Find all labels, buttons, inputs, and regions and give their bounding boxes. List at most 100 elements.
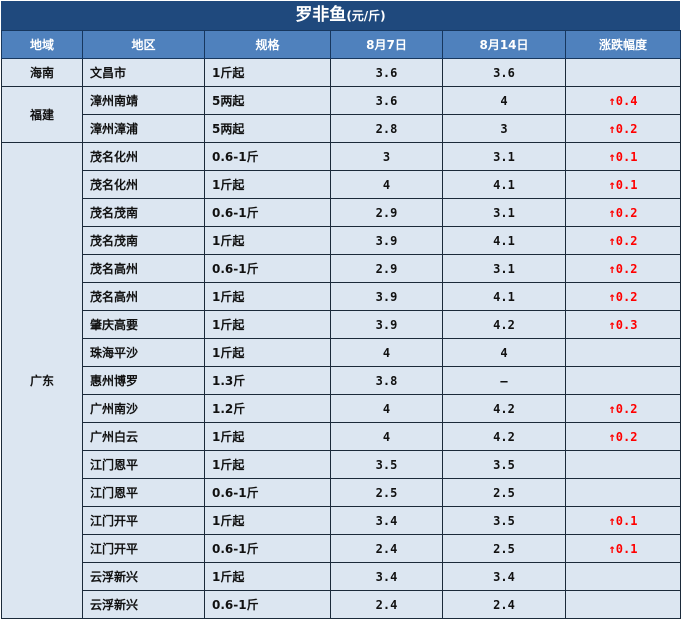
- table-row: 福建 漳州南靖 5两起 3.6 4 ↑0.4: [1, 86, 681, 143]
- spec-cell: 1斤起: [204, 506, 331, 535]
- region-cell: 海南: [1, 58, 83, 87]
- price-date1-cell: 3.9: [330, 226, 443, 255]
- area-cell: 广州白云: [82, 422, 205, 451]
- price-date1-cell: 4: [330, 394, 443, 423]
- header-date1: 8月7日: [330, 30, 443, 59]
- price-date1-cell: 2.5: [330, 478, 443, 507]
- up-arrow-icon: ↑: [608, 429, 616, 444]
- up-arrow-icon: ↑: [608, 205, 616, 220]
- table-row: 海南 文昌市 1斤起 3.6 3.6: [1, 58, 681, 87]
- price-date1-cell: 2.4: [330, 590, 443, 619]
- up-arrow-icon: ↑: [608, 93, 616, 108]
- price-date1-cell: 3.9: [330, 310, 443, 339]
- price-date1-cell: 4: [330, 338, 443, 367]
- change-cell: ↑0.4: [565, 86, 681, 115]
- price-date2-cell: 3.5: [442, 506, 566, 535]
- price-date2-cell: 4.2: [442, 394, 566, 423]
- price-date2-cell: 3.6: [442, 58, 566, 87]
- spec-cell: 1斤起: [204, 450, 331, 479]
- header-spec: 规格: [204, 30, 331, 59]
- table-row: 肇庆高要 1斤起 3.9 4.2 ↑0.3: [2, 310, 681, 339]
- spec-cell: 1斤起: [204, 338, 331, 367]
- spec-cell: 0.6-1斤: [204, 478, 331, 507]
- change-value: 0.2: [615, 261, 638, 276]
- change-value: 0.2: [615, 289, 638, 304]
- area-cell: 广州南沙: [82, 394, 205, 423]
- change-value: 0.3: [615, 317, 638, 332]
- change-cell: [565, 450, 681, 479]
- spec-cell: 1斤起: [204, 422, 331, 451]
- change-cell: ↑0.2: [565, 394, 681, 423]
- price-date1-cell: 4: [330, 170, 443, 199]
- up-arrow-icon: ↑: [608, 233, 616, 248]
- change-value: 0.4: [615, 93, 638, 108]
- price-date2-cell: —: [442, 366, 566, 395]
- title-unit: (元/斤): [346, 9, 386, 23]
- price-date1-cell: 3.6: [330, 86, 443, 115]
- price-date2-cell: 4.2: [442, 310, 566, 339]
- change-cell: ↑0.2: [565, 114, 681, 143]
- spec-cell: 5两起: [204, 114, 331, 143]
- price-date2-cell: 4: [442, 338, 566, 367]
- change-value: 0.1: [615, 541, 638, 556]
- header-region: 地域: [1, 30, 83, 59]
- change-cell: [565, 366, 681, 395]
- table-row: 茂名高州 1斤起 3.9 4.1 ↑0.2: [2, 282, 681, 311]
- area-cell: 江门恩平: [82, 450, 205, 479]
- price-date1-cell: 2.8: [330, 114, 443, 143]
- table-row: 茂名高州 0.6-1斤 2.9 3.1 ↑0.2: [2, 254, 681, 283]
- change-cell: ↑0.2: [565, 198, 681, 227]
- price-date1-cell: 3.6: [330, 58, 443, 87]
- change-cell: [565, 338, 681, 367]
- table-row: 漳州漳浦 5两起 2.8 3 ↑0.2: [2, 114, 681, 143]
- change-cell: ↑0.1: [565, 534, 681, 563]
- table-row: 江门开平 0.6-1斤 2.4 2.5 ↑0.1: [2, 534, 681, 563]
- header-change: 涨跌幅度: [565, 30, 681, 59]
- price-date1-cell: 3.4: [330, 562, 443, 591]
- price-date2-cell: 4: [442, 86, 566, 115]
- spec-cell: 1.3斤: [204, 366, 331, 395]
- area-cell: 云浮新兴: [82, 562, 205, 591]
- change-cell: ↑0.2: [565, 254, 681, 283]
- area-cell: 肇庆高要: [82, 310, 205, 339]
- table-row: 江门恩平 0.6-1斤 2.5 2.5: [2, 478, 681, 507]
- area-cell: 惠州博罗: [82, 366, 205, 395]
- up-arrow-icon: ↑: [608, 121, 616, 136]
- table-body: 海南 文昌市 1斤起 3.6 3.6 福建 漳州南靖 5两起 3.6 4 ↑0.4 漳州漳浦 5两起 2.…: [1, 58, 681, 619]
- area-cell: 江门开平: [82, 506, 205, 535]
- price-date2-cell: 4.2: [442, 422, 566, 451]
- price-date2-cell: 2.5: [442, 534, 566, 563]
- change-value: 0.1: [615, 177, 638, 192]
- change-cell: ↑0.1: [565, 170, 681, 199]
- area-cell: 漳州南靖: [82, 86, 205, 115]
- area-cell: 漳州漳浦: [82, 114, 205, 143]
- table-row: 广州南沙 1.2斤 4 4.2 ↑0.2: [2, 394, 681, 423]
- spec-cell: 1斤起: [204, 310, 331, 339]
- table-row: 江门恩平 1斤起 3.5 3.5: [2, 450, 681, 479]
- table-row: 茂名茂南 0.6-1斤 2.9 3.1 ↑0.2: [2, 198, 681, 227]
- price-date2-cell: 3.1: [442, 142, 566, 171]
- price-date1-cell: 2.9: [330, 198, 443, 227]
- spec-cell: 1斤起: [204, 282, 331, 311]
- price-date2-cell: 4.1: [442, 226, 566, 255]
- table-row: 珠海平沙 1斤起 4 4: [2, 338, 681, 367]
- spec-cell: 5两起: [204, 86, 331, 115]
- change-cell: ↑0.1: [565, 506, 681, 535]
- change-cell: [565, 58, 681, 87]
- price-date2-cell: 3.5: [442, 450, 566, 479]
- spec-cell: 1斤起: [204, 562, 331, 591]
- area-cell: 茂名茂南: [82, 226, 205, 255]
- price-date1-cell: 3.5: [330, 450, 443, 479]
- up-arrow-icon: ↑: [608, 289, 616, 304]
- area-cell: 茂名高州: [82, 254, 205, 283]
- area-cell: 茂名化州: [82, 142, 205, 171]
- spec-cell: 1斤起: [204, 58, 331, 87]
- area-cell: 茂名高州: [82, 282, 205, 311]
- change-value: 0.2: [615, 429, 638, 444]
- spec-cell: 0.6-1斤: [204, 590, 331, 619]
- change-value: 0.2: [615, 205, 638, 220]
- area-cell: 江门开平: [82, 534, 205, 563]
- price-date2-cell: 3.1: [442, 198, 566, 227]
- price-date2-cell: 4.1: [442, 170, 566, 199]
- spec-cell: 0.6-1斤: [204, 534, 331, 563]
